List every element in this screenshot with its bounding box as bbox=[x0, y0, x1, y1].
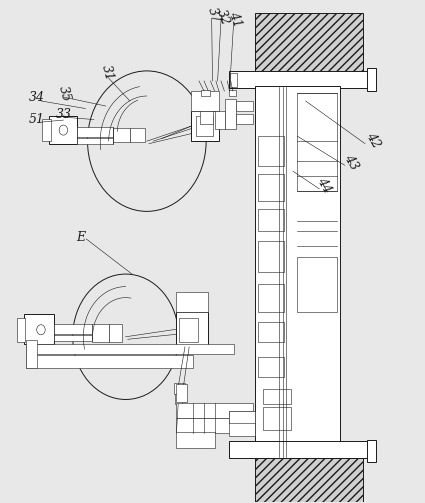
Bar bbox=[255, 13, 363, 73]
Bar bbox=[255, 458, 363, 502]
Bar bbox=[176, 312, 208, 347]
Bar bbox=[258, 284, 283, 312]
Bar bbox=[173, 383, 185, 394]
Bar bbox=[17, 318, 25, 342]
Bar bbox=[191, 91, 219, 111]
Bar bbox=[191, 111, 219, 141]
Text: 51: 51 bbox=[29, 113, 45, 126]
Text: 33: 33 bbox=[56, 108, 72, 121]
Bar bbox=[258, 136, 283, 166]
Bar bbox=[42, 119, 51, 141]
Bar bbox=[176, 418, 253, 433]
Text: 44: 44 bbox=[314, 175, 334, 196]
Bar bbox=[230, 410, 255, 423]
Text: 31: 31 bbox=[99, 63, 116, 82]
Bar bbox=[54, 335, 92, 341]
Text: 41: 41 bbox=[226, 10, 244, 29]
Bar bbox=[258, 357, 283, 377]
Text: E: E bbox=[76, 231, 86, 244]
Bar bbox=[225, 99, 236, 129]
Bar bbox=[176, 432, 215, 448]
Bar bbox=[264, 389, 291, 404]
Bar bbox=[230, 411, 255, 436]
Bar bbox=[258, 209, 283, 231]
Bar bbox=[258, 322, 283, 342]
Bar bbox=[229, 90, 236, 96]
Bar bbox=[236, 101, 253, 111]
Bar bbox=[26, 341, 37, 368]
Bar bbox=[255, 86, 340, 442]
Bar bbox=[109, 324, 122, 342]
Bar bbox=[230, 441, 369, 458]
Bar bbox=[176, 292, 208, 312]
Bar bbox=[77, 138, 113, 144]
Bar bbox=[230, 71, 369, 89]
Bar bbox=[367, 68, 377, 91]
Bar bbox=[264, 407, 291, 430]
Bar bbox=[230, 73, 237, 87]
Bar bbox=[200, 111, 212, 124]
Bar bbox=[236, 114, 253, 124]
Text: 42: 42 bbox=[363, 130, 382, 150]
Bar bbox=[367, 440, 377, 462]
Bar bbox=[130, 128, 145, 142]
Bar bbox=[92, 324, 109, 342]
Bar bbox=[258, 174, 283, 201]
Bar bbox=[215, 111, 225, 129]
Text: 35: 35 bbox=[56, 84, 73, 103]
Text: 37: 37 bbox=[205, 6, 223, 26]
Bar bbox=[176, 403, 253, 418]
Bar bbox=[54, 324, 92, 334]
Text: 34: 34 bbox=[29, 91, 45, 104]
Bar bbox=[77, 127, 113, 137]
Bar bbox=[49, 116, 77, 144]
Bar bbox=[24, 314, 54, 344]
Bar bbox=[258, 241, 283, 272]
Bar bbox=[26, 344, 234, 354]
Bar bbox=[196, 116, 212, 136]
Bar bbox=[297, 94, 337, 191]
Bar bbox=[297, 257, 337, 312]
Bar bbox=[26, 355, 193, 368]
Text: 32: 32 bbox=[214, 8, 232, 28]
Bar bbox=[176, 384, 187, 402]
Bar bbox=[113, 128, 130, 142]
Bar bbox=[175, 394, 181, 404]
Bar bbox=[201, 90, 210, 96]
Text: 43: 43 bbox=[341, 152, 360, 173]
Bar bbox=[178, 318, 198, 342]
